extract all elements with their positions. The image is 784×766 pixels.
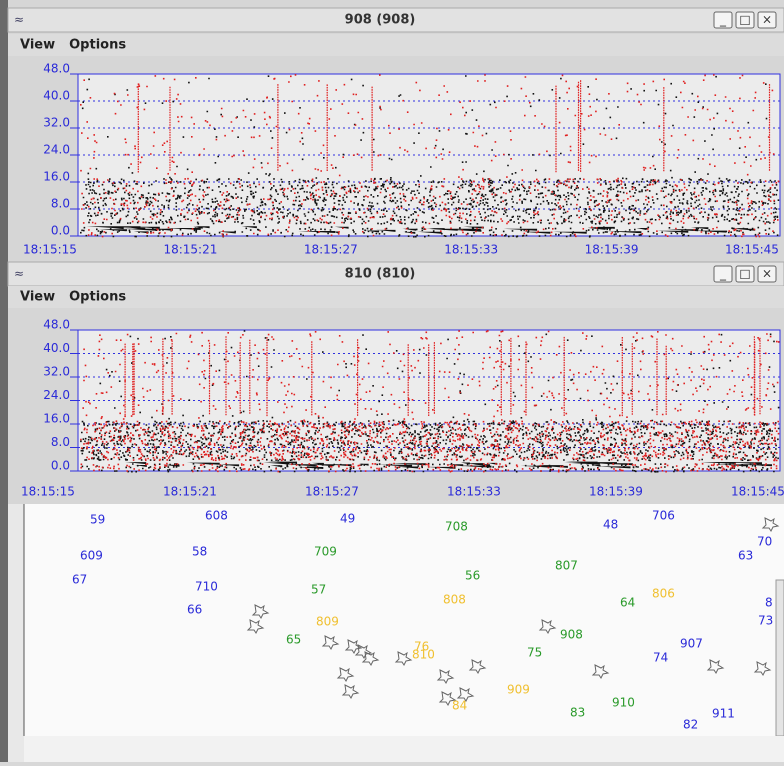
window-icon: ≈ xyxy=(14,13,24,27)
window-button-icon: _ xyxy=(719,267,727,281)
map-label: 909 xyxy=(507,683,530,697)
map-label: 48 xyxy=(603,518,618,532)
y-tick-label: 24.0 xyxy=(43,388,70,402)
window-button-icon: _ xyxy=(719,13,727,27)
map-panel xyxy=(24,504,784,736)
y-tick-label: 40.0 xyxy=(43,89,70,103)
x-tick-label: 18:15:33 xyxy=(444,243,498,257)
x-tick-label: 18:15:21 xyxy=(163,485,217,499)
map-label: 70 xyxy=(757,535,772,549)
map-label: 810 xyxy=(412,648,435,662)
map-label: 808 xyxy=(443,593,466,607)
map-label: 608 xyxy=(205,509,228,523)
map-label: 706 xyxy=(652,509,675,523)
y-tick-label: 0.0 xyxy=(51,224,70,238)
menu-item[interactable]: Options xyxy=(69,38,126,53)
map-label: 807 xyxy=(555,559,578,573)
y-tick-label: 48.0 xyxy=(43,62,70,76)
x-tick-label: 18:15:27 xyxy=(305,485,359,499)
map-label: 64 xyxy=(620,596,635,610)
y-tick-label: 32.0 xyxy=(43,365,70,379)
x-tick-label: 18:15:45 xyxy=(731,485,784,499)
y-tick-label: 16.0 xyxy=(43,170,70,184)
map-label: 709 xyxy=(314,545,337,559)
menu-item[interactable]: View xyxy=(20,38,55,53)
map-label: 63 xyxy=(738,549,753,563)
map-label: 56 xyxy=(465,569,480,583)
map-label: 66 xyxy=(187,603,202,617)
y-tick-label: 32.0 xyxy=(43,116,70,130)
window-button-icon: × xyxy=(762,13,772,27)
map-label: 67 xyxy=(72,573,87,587)
map-label: 907 xyxy=(680,637,703,651)
map-label: 911 xyxy=(712,707,735,721)
map-margin xyxy=(8,504,24,762)
map-label: 806 xyxy=(652,587,675,601)
window-title: 810 (810) xyxy=(345,267,416,282)
y-tick-label: 8.0 xyxy=(51,435,70,449)
x-tick-label: 18:15:33 xyxy=(447,485,501,499)
map-label: 73 xyxy=(758,614,773,628)
y-tick-label: 0.0 xyxy=(51,459,70,473)
left-edge xyxy=(0,0,8,762)
x-tick-label: 18:15:21 xyxy=(163,243,217,257)
menu-item[interactable]: View xyxy=(20,290,55,305)
y-tick-label: 8.0 xyxy=(51,197,70,211)
map-label: 59 xyxy=(90,513,105,527)
window-title: 908 (908) xyxy=(345,13,416,28)
status-area xyxy=(24,736,784,762)
map-label: 908 xyxy=(560,628,583,642)
x-tick-label: 18:15:45 xyxy=(725,243,779,257)
map-label: 609 xyxy=(80,549,103,563)
y-tick-label: 24.0 xyxy=(43,143,70,157)
x-tick-label: 18:15:15 xyxy=(23,243,77,257)
map-label: 75 xyxy=(527,646,542,660)
map-label: 74 xyxy=(653,651,668,665)
y-tick-label: 48.0 xyxy=(43,318,70,332)
window-button-icon: □ xyxy=(739,267,750,281)
x-tick-label: 18:15:39 xyxy=(589,485,643,499)
x-tick-label: 18:15:15 xyxy=(21,485,75,499)
y-tick-label: 40.0 xyxy=(43,341,70,355)
window-button-icon: × xyxy=(762,267,772,281)
map-scrollbar xyxy=(776,580,784,736)
map-label: 710 xyxy=(195,580,218,594)
map-label: 809 xyxy=(316,615,339,629)
screen: 908 (908) ≈ _ □ × View Options 48.0 40.0 32.0 24.0… xyxy=(0,0,784,762)
map-label: 49 xyxy=(340,512,355,526)
map-label: 58 xyxy=(192,545,207,559)
map-label: 708 xyxy=(445,520,468,534)
map-label: 57 xyxy=(311,583,326,597)
map-label: 65 xyxy=(286,633,301,647)
map-label: 8 xyxy=(765,596,773,610)
x-tick-label: 18:15:27 xyxy=(304,243,358,257)
x-tick-label: 18:15:39 xyxy=(585,243,639,257)
window-button-icon: □ xyxy=(739,13,750,27)
map-label: 83 xyxy=(570,706,585,720)
y-tick-label: 16.0 xyxy=(43,412,70,426)
window-icon: ≈ xyxy=(14,267,24,281)
map-label: 910 xyxy=(612,696,635,710)
map-label: 82 xyxy=(683,718,698,732)
menu-item[interactable]: Options xyxy=(69,290,126,305)
